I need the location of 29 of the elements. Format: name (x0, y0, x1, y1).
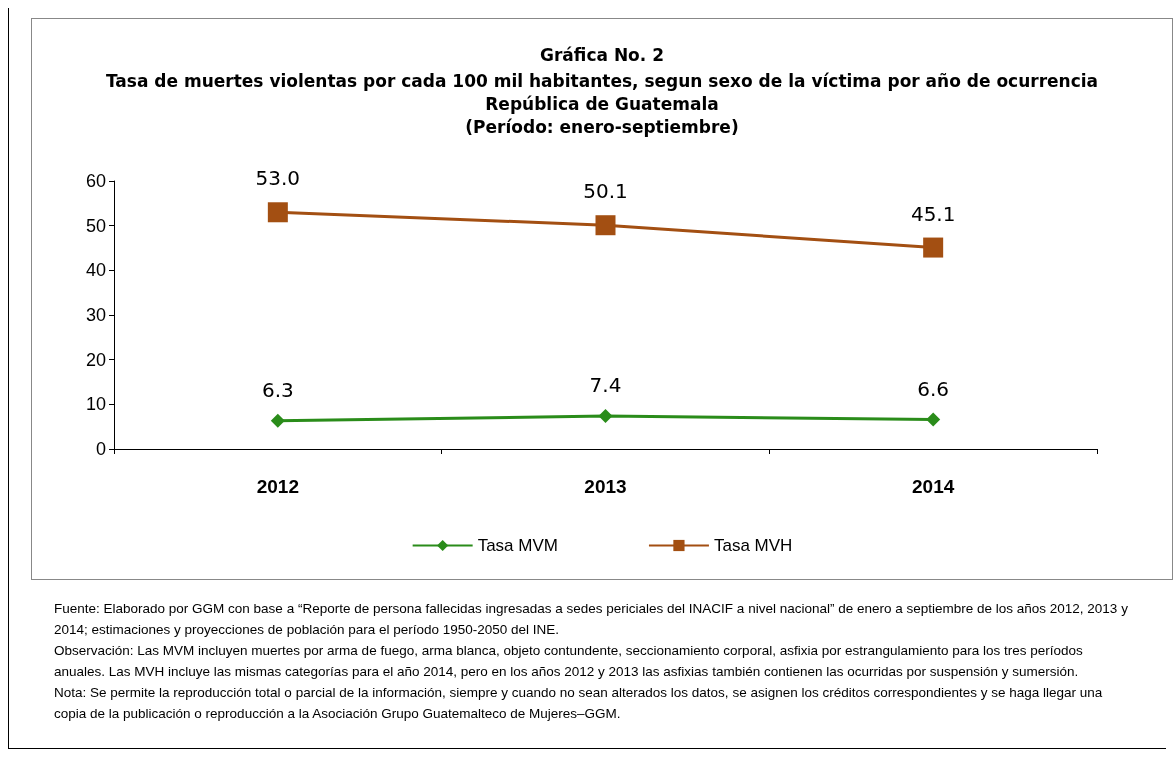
x-tick-label: 2014 (912, 476, 955, 497)
data-label: 53.0 (255, 166, 301, 191)
y-tick-label: 30 (85, 305, 106, 325)
y-tick-label: 50 (85, 215, 106, 236)
data-label: 50.1 (583, 179, 628, 204)
chart-title: Gráfica No. 2 (540, 44, 664, 65)
point (926, 412, 941, 427)
legend-label: Tasa MVH (713, 536, 793, 555)
y-tick-label: 0 (95, 439, 106, 459)
data-label: 45.1 (910, 201, 956, 226)
y-tick-label: 40 (85, 260, 106, 281)
legend-label: Tasa MVM (477, 536, 558, 555)
source-note: Fuente: Elaborado por GGM con base a “Reporte de persona fallecidas ingresadas a sedes periciales del INACIF a nivel nacional” de enero a septiembre de los años 2012, 2013 y 2014; estimaciones y proyecciones de población para el período 1950-2050 del INE. (54, 600, 1129, 639)
x-tick-label: 2013 (584, 476, 627, 497)
point (595, 215, 616, 236)
chart-subtitle: Tasa de muertes violentas por cada 100 mil habitantes, segun sexo de la víctima por año de ocurrencia República de Guatemala (Período: enero-septiembre) (105, 70, 1099, 137)
data-label: 6.3 (261, 377, 294, 402)
data-label: 6.6 (917, 376, 950, 401)
text: Observación: Las MVM incluyen muertes por arma de fuego, arma blanca, objeto contundente, seccionamiento corporal, asfixia por estrangulamiento para los tres períodos anuales. Las MVH incluye las mismas categorías para el año 2014, pero en los años 2012 y 2013 las asfixias también contienen las ocurridas por suspensión y sumersión. (54, 642, 1084, 681)
point (270, 413, 285, 428)
point (267, 202, 288, 223)
x-tick-label: 2012 (256, 476, 299, 497)
point (923, 237, 944, 258)
y-tick-label: 20 (85, 349, 106, 370)
y-tick-label: 60 (85, 171, 106, 191)
y-tick-label: 10 (85, 394, 106, 415)
text: Nota: Se permite la reproducción total o parcial de la información, siempre y cuando no sean alterados los datos, se asignen los créditos correspondientes y se haga llegar una copia de la publicación o reproducción a la Asociación Grupo Guatemalteco de Mujeres–GGM. (54, 684, 1104, 723)
point (598, 408, 613, 423)
data-label: 7.4 (589, 372, 622, 397)
